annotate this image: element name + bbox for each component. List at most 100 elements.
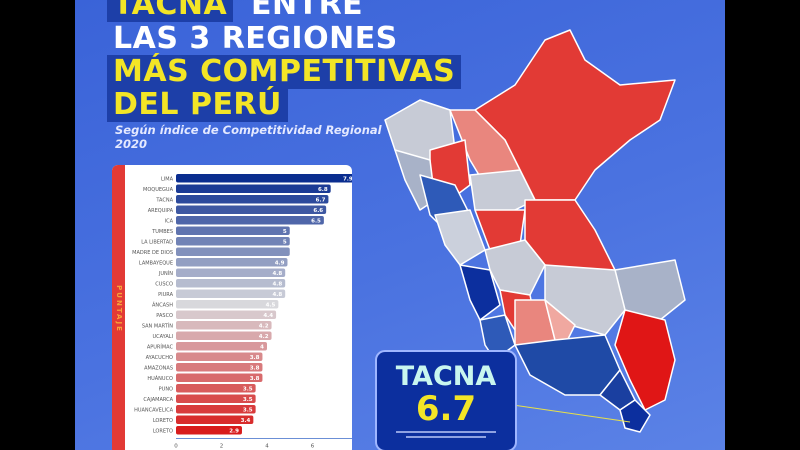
peru-map [384, 29, 686, 433]
value-label: 6.8 [318, 187, 328, 193]
map-region-puno [614, 309, 676, 411]
value-label: 4.4 [263, 313, 273, 319]
category-label: HUÁNUCO [147, 375, 173, 382]
category-label: SAN MARTÍN [142, 322, 173, 329]
category-label: PUNO [159, 386, 173, 392]
tacna-callout: TACNA 6.7 [375, 350, 517, 450]
bar [176, 174, 352, 183]
value-label: 3.5 [243, 407, 253, 413]
bar [176, 384, 256, 393]
value-label: 6.7 [316, 197, 326, 203]
bar [176, 405, 256, 414]
category-label: LAMBAYEQUE [139, 260, 173, 266]
bar [176, 331, 272, 340]
value-label: 4.8 [272, 271, 282, 277]
value-label: 2.9 [229, 428, 239, 434]
category-label: ICA [165, 218, 174, 224]
value-label: 4.8 [272, 281, 282, 287]
value-label: 3.8 [250, 376, 260, 382]
x-tick-label: 6 [311, 444, 315, 450]
bar [176, 321, 272, 330]
map-region-ancash [434, 209, 486, 266]
category-label: ÁNCASH [152, 301, 173, 308]
subtitle: Según índice de Competitividad Regional … [115, 123, 382, 151]
value-label: 3.4 [241, 418, 251, 424]
bar [176, 426, 242, 435]
title-line1: ENTRE [251, 0, 364, 22]
title-line3: MÁS COMPETITIVAS [107, 55, 462, 89]
bar [176, 184, 331, 193]
category-label: PASCO [156, 313, 173, 319]
category-label: LORETO [153, 418, 173, 424]
category-label: AMAZONAS [144, 365, 173, 371]
bar [176, 352, 263, 361]
value-label: 3.5 [243, 386, 253, 392]
callout-fine-print [396, 431, 496, 433]
callout-score: 6.7 [415, 389, 477, 429]
value-label: 6.5 [311, 218, 321, 224]
bar [176, 258, 288, 267]
map-region-arequipa [514, 334, 621, 396]
bar [176, 394, 256, 403]
category-label: LIMA [161, 176, 174, 182]
bar [176, 415, 254, 424]
category-label: HUANCAVELICA [134, 407, 174, 413]
category-label: LA LIBERTAD [141, 239, 173, 245]
map-region-lima [459, 264, 501, 321]
bar [176, 205, 327, 214]
bar [176, 279, 286, 288]
x-tick-label: 4 [265, 444, 269, 450]
callout-pointer [512, 404, 631, 423]
title-line2: LAS 3 REGIONES [113, 21, 398, 56]
bar [176, 289, 286, 298]
category-label: MOQUEGUA [143, 187, 174, 193]
value-label: 4.2 [259, 323, 269, 329]
bar [176, 216, 324, 225]
bar [176, 247, 290, 256]
value-label: 7.9 [343, 176, 352, 182]
category-label: MADRE DE DIOS [132, 250, 173, 256]
map-region-tacna [619, 399, 651, 433]
category-label: JUNÍN [158, 270, 173, 277]
value-label: 5 [283, 229, 287, 235]
value-label: 3.8 [250, 355, 260, 361]
value-label: 4.8 [272, 292, 282, 298]
value-label: 3.5 [243, 397, 253, 403]
bar [176, 237, 290, 246]
category-label: AREQUIPA [148, 208, 174, 214]
value-label: 4 [260, 344, 264, 350]
value-label: 4.9 [275, 260, 285, 266]
callout-region: TACNA [395, 361, 497, 392]
category-label: TACNA [155, 197, 173, 203]
title-highlight: TACNA [107, 0, 234, 22]
value-label: 4.5 [266, 302, 276, 308]
title-line4: DEL PERÚ [107, 88, 288, 122]
category-label: UCAYALI [152, 334, 173, 340]
value-label: 4.2 [259, 334, 269, 340]
bar [176, 226, 290, 235]
bar [176, 268, 286, 277]
bar [176, 310, 277, 319]
bar [176, 342, 267, 351]
category-label: LORETO [153, 428, 173, 434]
category-label: TUMBES [151, 229, 173, 235]
callout-fine-print [406, 436, 486, 438]
value-label: 6.6 [313, 208, 323, 214]
map-region-san-martin [469, 169, 536, 216]
category-label: AYACUCHO [146, 355, 173, 361]
bar [176, 195, 329, 204]
bar [176, 363, 263, 372]
infographic: TACNA ENTRE LAS 3 REGIONES MÁS COMPETITI… [75, 0, 725, 450]
category-label: PIURA [158, 292, 173, 298]
value-label: 3.8 [250, 365, 260, 371]
x-tick-label: 0 [174, 444, 178, 450]
x-tick-label: 2 [220, 444, 224, 450]
chart-panel: PUNTAJE LIMA 7.9 MOQUEGUA 6.8 TACNA 6.7 AREQUI… [112, 165, 352, 450]
bar [176, 373, 263, 382]
category-label: APURÍMAC [147, 343, 174, 350]
bar [176, 300, 279, 309]
bar-chart: LIMA 7.9 MOQUEGUA 6.8 TACNA 6.7 AREQUIPA 6.6 ICA… [132, 174, 352, 450]
category-label: CUSCO [155, 281, 173, 287]
category-label: CAJAMARCA [143, 397, 173, 403]
y-axis-strip [112, 165, 125, 450]
